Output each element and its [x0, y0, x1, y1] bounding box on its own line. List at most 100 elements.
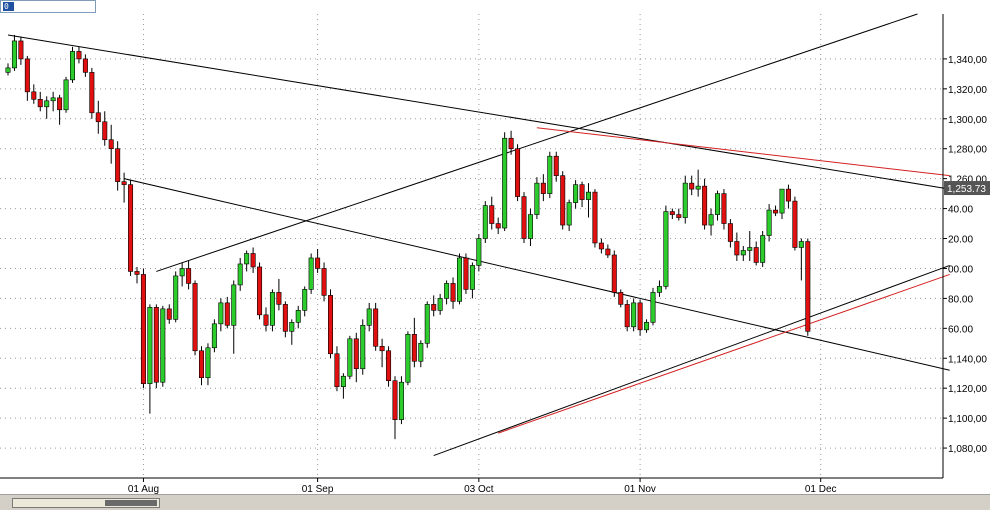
price-tick-label: 1,320,00 — [948, 85, 987, 96]
candle-body — [418, 342, 424, 362]
time-tick-label: 01 Aug — [128, 484, 159, 494]
candle — [82, 54, 88, 77]
candle — [5, 63, 11, 76]
candle-body — [289, 322, 295, 332]
scrollbar-thumb[interactable] — [105, 500, 157, 506]
candle-body — [373, 308, 379, 347]
candle — [237, 257, 243, 291]
price-tick-label: 1,080,00 — [948, 444, 987, 455]
chart-tab-label: 0 — [3, 2, 14, 11]
candle — [689, 175, 695, 196]
candle-body — [566, 202, 572, 226]
candle-body — [592, 191, 598, 244]
candle-body — [24, 58, 30, 93]
candle — [676, 208, 682, 221]
candle — [547, 151, 553, 199]
trendlines — [7, 13, 950, 457]
candle-body — [714, 193, 720, 215]
candle-body — [444, 283, 450, 299]
candle-body — [779, 188, 785, 214]
candle — [89, 67, 95, 119]
candle — [405, 331, 411, 386]
candle — [147, 304, 153, 414]
candle-body — [353, 338, 359, 370]
candle-body — [102, 121, 108, 141]
candle-body — [173, 275, 179, 320]
price-tick-label: 1,100,00 — [948, 414, 987, 425]
candle-body — [398, 381, 404, 420]
candle — [785, 184, 791, 209]
time-tick-label: 01 Sep — [302, 484, 334, 494]
candle-body — [160, 308, 166, 383]
scrollbar-track[interactable] — [12, 498, 160, 508]
candle — [502, 132, 508, 232]
candle — [444, 280, 450, 305]
candle-body — [70, 51, 76, 81]
candle-body — [302, 289, 308, 311]
candle-body — [644, 322, 650, 331]
candle — [553, 151, 559, 182]
candle-body — [224, 302, 230, 326]
candle-body — [695, 185, 701, 190]
candle-body — [250, 253, 256, 268]
candle-body — [682, 182, 688, 218]
candle-body — [740, 250, 746, 256]
candle-body — [50, 97, 56, 102]
candle-body — [108, 139, 114, 150]
candle-body — [405, 334, 411, 383]
candle — [224, 296, 230, 329]
time-axis: 01 Aug 01 Sep 03 Oct 01 Nov 01 Dec — [128, 478, 837, 494]
candle-body — [489, 205, 495, 224]
candle-body — [128, 184, 134, 272]
candle-body — [315, 257, 321, 269]
candle-body — [469, 265, 475, 290]
candle-body — [605, 248, 611, 256]
candle-body — [579, 184, 585, 200]
candle-body — [798, 241, 804, 248]
candle-body — [334, 353, 340, 387]
candle — [315, 248, 321, 273]
candle-body — [147, 307, 153, 385]
candle-body — [392, 380, 398, 420]
price-tick-label: 40.00 — [948, 205, 973, 216]
candle — [231, 280, 237, 354]
candle-body — [5, 67, 11, 73]
candle-body — [179, 268, 185, 277]
candle-body — [727, 223, 733, 242]
candle-body — [153, 307, 159, 383]
candle-body — [186, 268, 192, 284]
candle — [128, 180, 134, 276]
candle-body — [366, 308, 372, 326]
candle — [282, 301, 288, 338]
candle-body — [76, 51, 82, 60]
candle — [373, 302, 379, 351]
candle-body — [11, 40, 17, 69]
candle-body — [792, 200, 798, 248]
candle — [276, 278, 282, 311]
trendline — [536, 127, 950, 177]
candle — [308, 253, 314, 294]
candle — [669, 208, 675, 220]
candle-body — [295, 310, 301, 323]
horizontal-scrollbar[interactable] — [0, 494, 990, 510]
candle — [340, 373, 346, 399]
candle-body — [192, 283, 198, 352]
price-tick-label: 1,280,00 — [948, 145, 987, 156]
candle — [121, 172, 127, 203]
candle-body — [205, 347, 211, 379]
candle-body — [547, 155, 553, 194]
candle-body — [650, 292, 656, 323]
candle — [515, 144, 521, 202]
candle-body — [450, 283, 456, 302]
candle — [560, 171, 566, 230]
candle — [456, 253, 462, 305]
candle-body — [431, 304, 437, 311]
candle — [360, 319, 366, 375]
candle — [263, 307, 269, 332]
candle-body — [495, 223, 501, 229]
candle — [760, 231, 766, 267]
candlestick-chart: 1,340,00 1,320,00 1,300,00 1,280,00 1,260,00… — [0, 13, 990, 494]
candle-body — [766, 209, 772, 236]
candle-body — [631, 302, 637, 328]
chart-tab[interactable]: 0 — [0, 0, 96, 13]
